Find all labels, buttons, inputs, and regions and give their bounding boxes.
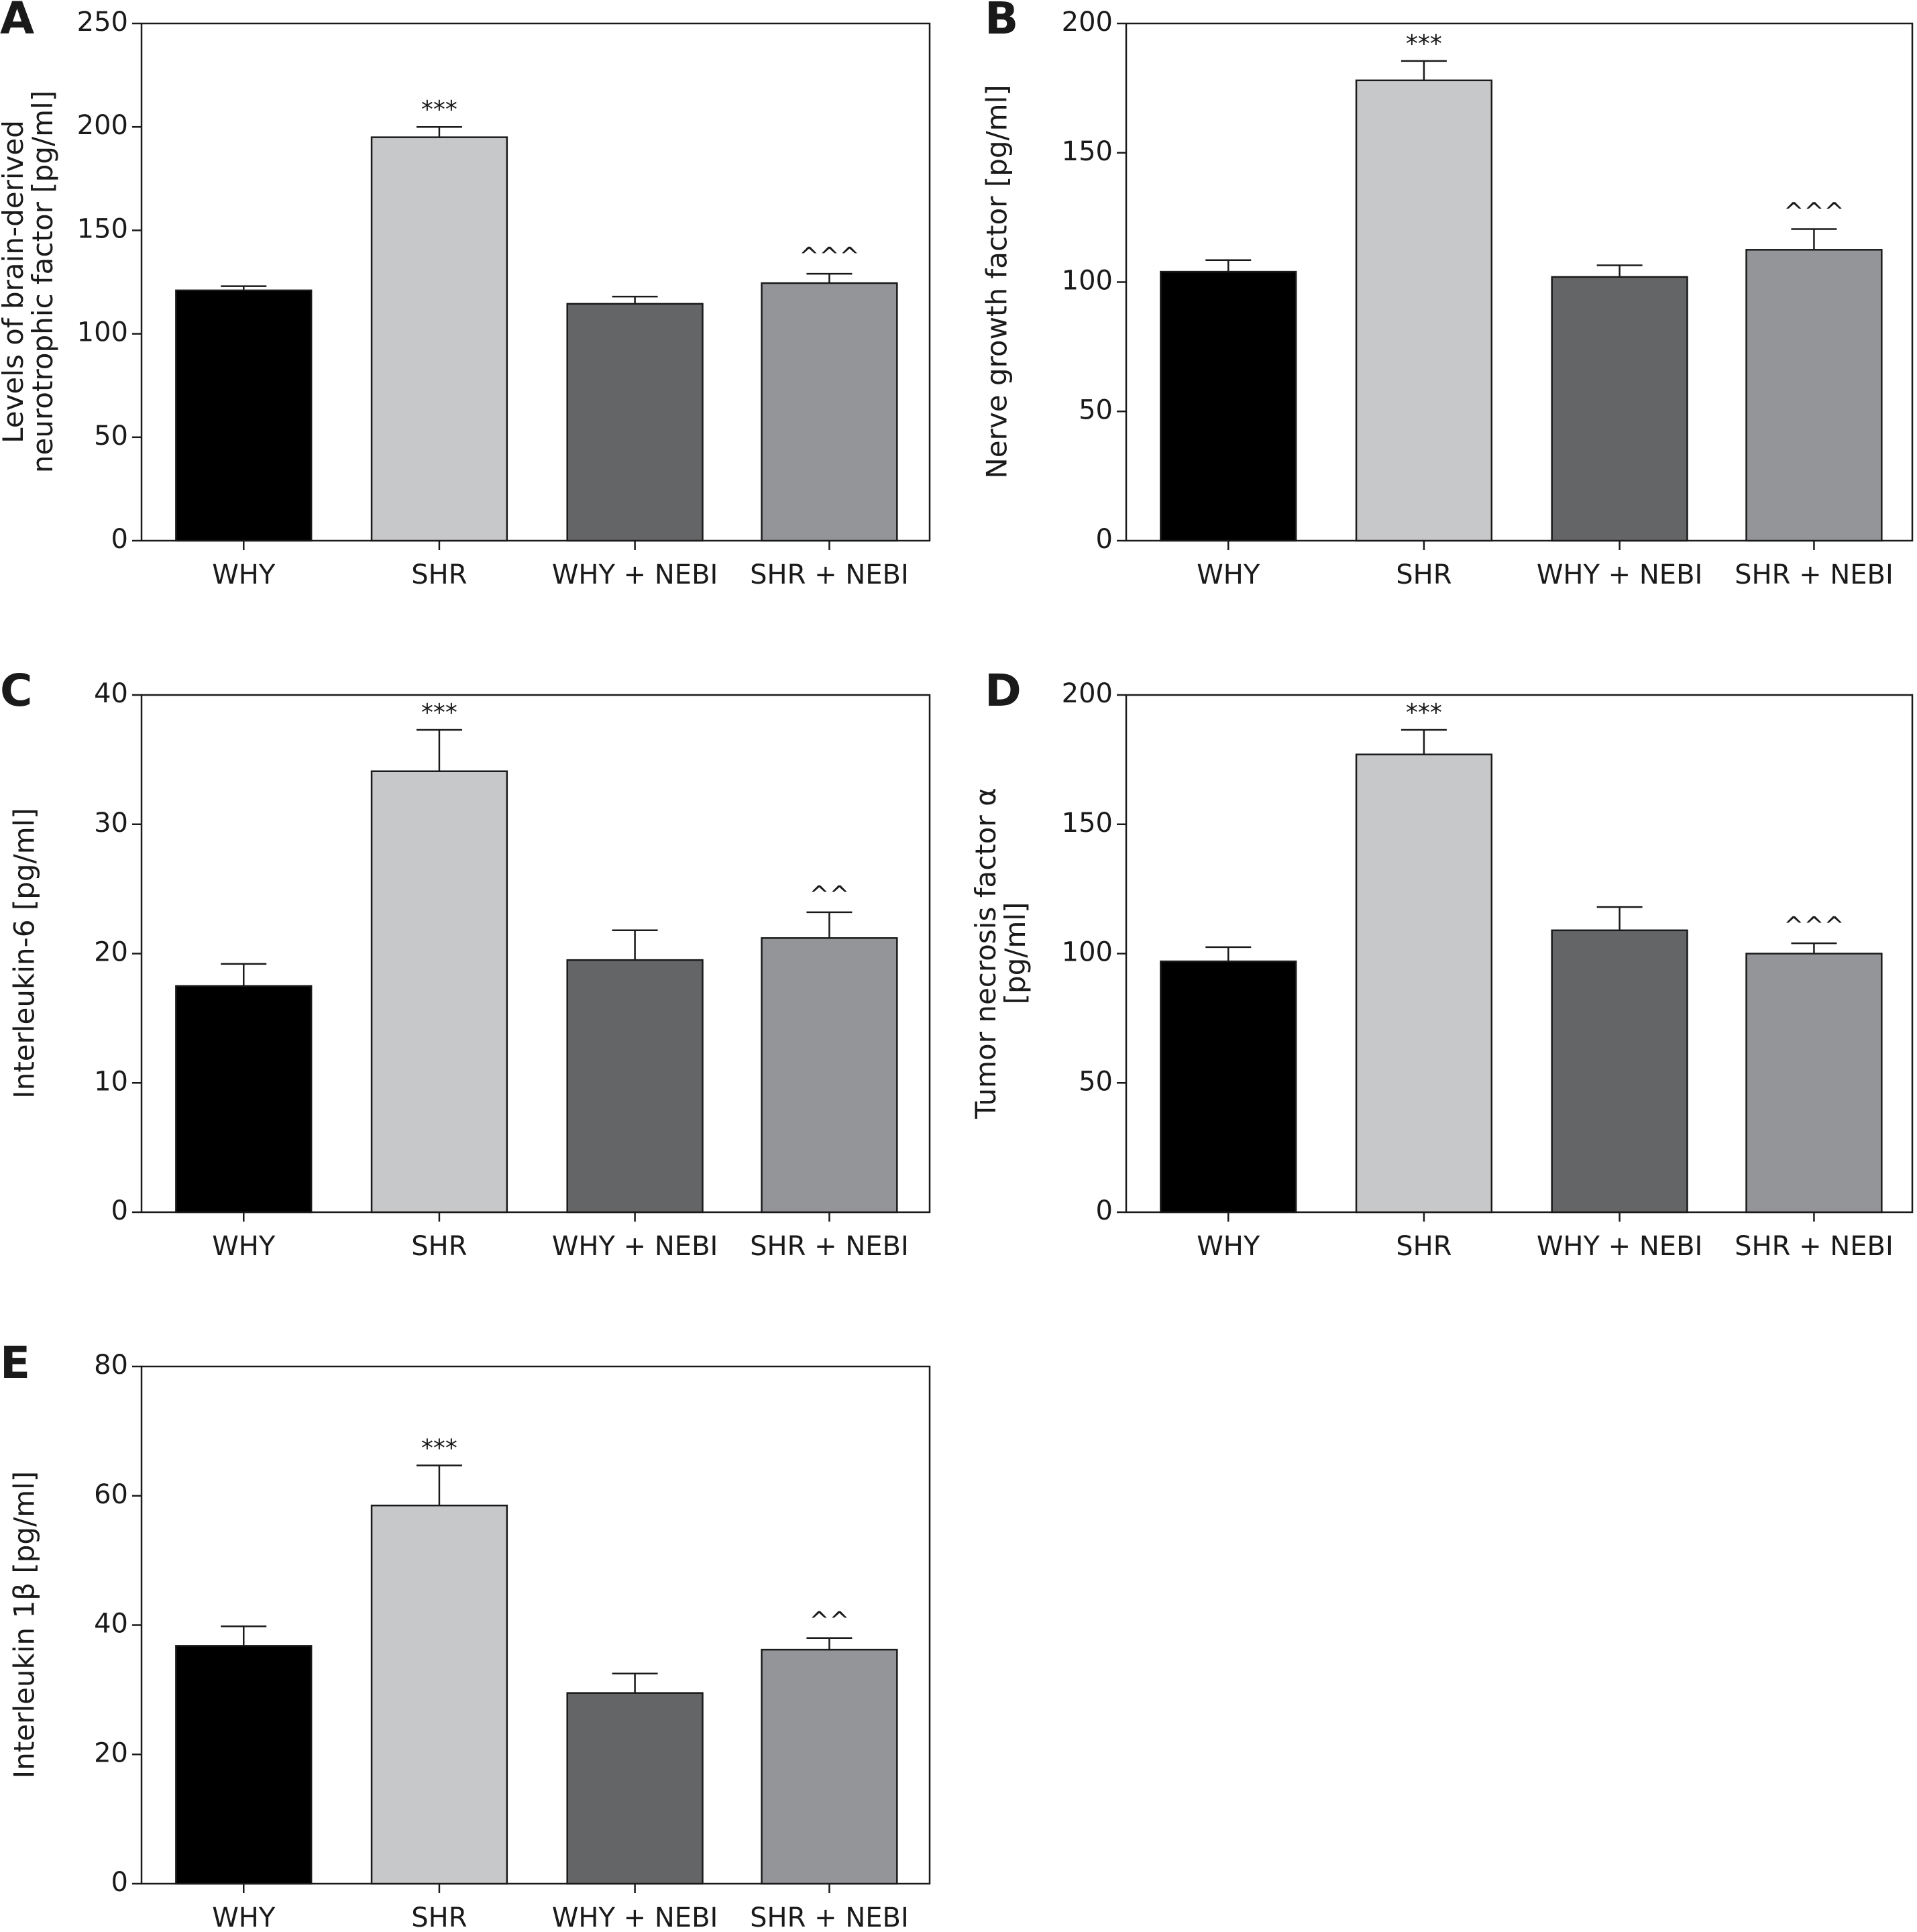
x-tick-label: WHY + NEBI xyxy=(552,1231,718,1262)
y-axis-label: Tumor necrosis factor α[pg/ml] xyxy=(969,788,1032,1120)
bar xyxy=(1745,249,1883,542)
x-tick-label: SHR + NEBI xyxy=(750,1231,909,1262)
bar xyxy=(1355,79,1493,542)
x-tick-label: WHY xyxy=(212,1231,276,1262)
y-tick-label: 0 xyxy=(1096,524,1113,555)
bar xyxy=(1160,270,1297,542)
significance-label: ^^^ xyxy=(799,243,860,270)
bar xyxy=(1355,753,1493,1214)
x-tick-label: SHR xyxy=(411,1231,467,1262)
bar xyxy=(761,282,898,542)
significance-label: *** xyxy=(421,96,457,123)
x-tick-label: SHR + NEBI xyxy=(750,559,909,590)
bar xyxy=(370,1504,508,1885)
y-tick-label: 60 xyxy=(94,1479,128,1510)
significance-label: ^^^ xyxy=(1784,198,1845,225)
y-tick-label: 10 xyxy=(94,1066,128,1097)
x-tick-label: SHR xyxy=(411,559,467,590)
bar xyxy=(1160,960,1297,1214)
y-tick-label: 200 xyxy=(77,110,128,141)
bar xyxy=(1551,929,1688,1214)
x-tick-label: WHY + NEBI xyxy=(1537,1231,1702,1262)
panel-c: C 0 10 20 30 40 Interleukin-6 [pg/ml] WHY *** SHR… xyxy=(0,665,931,1262)
y-tick-label: 0 xyxy=(1096,1195,1113,1226)
bar xyxy=(175,985,313,1214)
significance-label: *** xyxy=(421,1434,457,1462)
x-tick-label: SHR xyxy=(411,1902,467,1932)
y-tick-label: 30 xyxy=(94,808,128,839)
y-tick-label: 100 xyxy=(1062,266,1113,297)
significance-label: ^^ xyxy=(809,881,849,909)
bar xyxy=(1551,276,1688,542)
panel-a: A 0 50 100 150 200 250 Levels of brain-derivedn… xyxy=(0,0,931,590)
panel-e: E 0 20 40 60 80 Interleukin 1β [pg/ml] WHY *** SH… xyxy=(0,1337,931,1932)
x-tick-label: WHY + NEBI xyxy=(552,559,718,590)
significance-label: ^^ xyxy=(809,1607,849,1635)
y-tick-label: 250 xyxy=(77,7,128,38)
panel-b: B 0 50 100 150 200 Nerve growth factor [pg/ml]… xyxy=(981,0,1914,590)
y-tick-label: 100 xyxy=(1062,937,1113,968)
y-tick-label: 50 xyxy=(1079,1066,1113,1097)
y-axis-label: Interleukin-6 [pg/ml] xyxy=(8,808,41,1098)
y-axis-label: Nerve growth factor [pg/ml] xyxy=(981,85,1014,478)
y-tick-label: 20 xyxy=(94,1737,128,1768)
bar xyxy=(1745,953,1883,1214)
x-tick-label: WHY xyxy=(1197,559,1260,590)
y-axis-label: Levels of brain-derivedneurotrophic fact… xyxy=(0,91,59,473)
panel-letter: D xyxy=(985,665,1022,716)
y-tick-label: 200 xyxy=(1062,678,1113,709)
y-tick-label: 80 xyxy=(94,1350,128,1381)
x-tick-label: WHY xyxy=(212,1902,276,1932)
bar xyxy=(566,303,704,542)
x-tick-label: WHY xyxy=(212,559,276,590)
significance-label: *** xyxy=(1406,699,1442,727)
y-tick-label: 40 xyxy=(94,678,128,709)
plot-frame xyxy=(140,22,931,542)
y-axis-label: Interleukin 1β [pg/ml] xyxy=(8,1471,41,1778)
y-tick-label: 200 xyxy=(1062,7,1113,38)
bar xyxy=(175,289,313,542)
panel-d: D 0 50 100 150 200 Tumor necrosis factor α[pg/… xyxy=(969,665,1914,1262)
y-tick-label: 0 xyxy=(111,1867,128,1898)
y-tick-label: 150 xyxy=(1062,808,1113,839)
bar xyxy=(761,937,898,1214)
bar xyxy=(566,1692,704,1885)
bar xyxy=(566,959,704,1214)
x-tick-label: SHR + NEBI xyxy=(750,1902,909,1932)
x-tick-label: WHY + NEBI xyxy=(552,1902,718,1932)
x-tick-label: WHY xyxy=(1197,1231,1260,1262)
panel-letter: B xyxy=(985,0,1018,44)
significance-label: ^^^ xyxy=(1784,912,1845,940)
panel-letter: A xyxy=(0,0,34,44)
bar xyxy=(761,1648,898,1885)
x-tick-label: WHY + NEBI xyxy=(1537,559,1702,590)
y-tick-label: 0 xyxy=(111,524,128,555)
bar xyxy=(370,770,508,1214)
panel-letter: C xyxy=(0,665,32,716)
x-tick-label: SHR xyxy=(1396,1231,1452,1262)
y-tick-label: 100 xyxy=(77,317,128,348)
bar xyxy=(370,136,508,542)
y-tick-label: 0 xyxy=(111,1195,128,1226)
y-tick-label: 150 xyxy=(77,213,128,244)
y-tick-label: 150 xyxy=(1062,136,1113,167)
x-tick-label: SHR + NEBI xyxy=(1735,559,1894,590)
x-tick-label: SHR xyxy=(1396,559,1452,590)
x-tick-label: SHR + NEBI xyxy=(1735,1231,1894,1262)
significance-label: *** xyxy=(421,699,457,727)
y-tick-label: 50 xyxy=(94,421,128,451)
y-tick-label: 40 xyxy=(94,1609,128,1640)
y-tick-label: 50 xyxy=(1079,394,1113,425)
bar xyxy=(175,1645,313,1885)
y-tick-label: 20 xyxy=(94,937,128,968)
panel-letter: E xyxy=(0,1337,30,1389)
significance-label: *** xyxy=(1406,30,1442,58)
